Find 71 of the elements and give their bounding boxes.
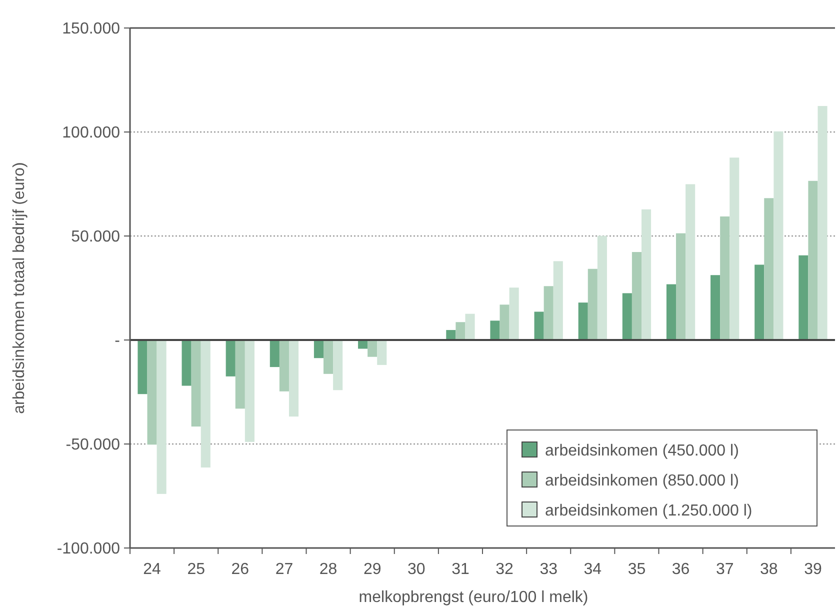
- bar: [333, 340, 343, 390]
- bar: [676, 233, 686, 340]
- x-tick-label: 32: [496, 561, 514, 578]
- x-tick-label: 29: [363, 561, 382, 578]
- x-tick-label: 38: [760, 561, 778, 578]
- bar: [490, 320, 500, 340]
- legend-label: arbeidsinkomen (1.250.000 l): [545, 502, 752, 520]
- x-tick-label: 24: [143, 561, 162, 578]
- x-tick-label: 31: [452, 561, 470, 578]
- bar: [553, 261, 563, 340]
- y-tick-label: 100.000: [62, 124, 120, 142]
- x-tick-label: 26: [231, 561, 250, 578]
- y-tick-label: 50.000: [71, 228, 120, 246]
- legend-label: arbeidsinkomen (850.000 l): [545, 472, 739, 490]
- bar: [597, 236, 607, 340]
- bar: [534, 312, 544, 340]
- bar: [622, 293, 632, 340]
- x-tick-label: 35: [628, 561, 646, 578]
- bar: [509, 288, 519, 340]
- bar: [138, 340, 148, 394]
- bar: [764, 198, 774, 340]
- bar: [368, 340, 378, 357]
- bar: [156, 340, 166, 494]
- x-tick-label: 37: [716, 561, 734, 578]
- bar: [200, 340, 210, 468]
- bar: [808, 180, 818, 340]
- bar: [465, 314, 475, 340]
- bar: [244, 340, 254, 442]
- bar: [446, 330, 456, 340]
- y-tick-label: -100.000: [56, 540, 120, 558]
- bar: [191, 340, 201, 427]
- bar: [456, 322, 466, 340]
- bar: [314, 340, 324, 358]
- y-tick-label: -50.000: [66, 436, 120, 454]
- bar: [270, 340, 280, 368]
- x-tick-label: 39: [804, 561, 822, 578]
- x-tick-label: 30: [408, 561, 426, 578]
- x-tick-label: 28: [319, 561, 338, 578]
- bar: [588, 268, 598, 340]
- bar: [818, 106, 828, 340]
- bar: [641, 209, 652, 340]
- bar: [666, 284, 676, 340]
- bar: [632, 252, 642, 340]
- bar: [182, 340, 192, 386]
- bar: [686, 184, 696, 340]
- x-tick-label: 25: [187, 561, 206, 578]
- bar: [288, 340, 299, 417]
- legend-label: arbeidsinkomen (450.000 l): [545, 442, 739, 460]
- y-axis-title: arbeidsinkomen totaal bedrijf (euro): [11, 162, 28, 414]
- bar: [377, 340, 387, 365]
- x-axis-title: melkopbrengst (euro/100 l melk): [358, 589, 588, 606]
- x-tick-label: 33: [540, 561, 558, 578]
- bar: [500, 304, 510, 340]
- bar: [544, 286, 554, 340]
- bar: [147, 340, 157, 445]
- bar: [226, 340, 236, 376]
- bar: [578, 302, 588, 340]
- x-tick-label: 27: [275, 561, 294, 578]
- x-tick-label: 36: [672, 561, 690, 578]
- bar: [774, 131, 784, 340]
- bar: [324, 340, 334, 374]
- bar: [720, 216, 730, 340]
- y-tick-label: 150.000: [62, 20, 120, 38]
- bar: [730, 158, 740, 340]
- bar: [798, 255, 808, 340]
- x-tick-label: 34: [584, 561, 602, 578]
- bar: [235, 340, 245, 409]
- bar: [710, 275, 720, 340]
- bar: [279, 340, 289, 392]
- bar: [754, 264, 764, 340]
- y-tick-label: -: [114, 332, 120, 350]
